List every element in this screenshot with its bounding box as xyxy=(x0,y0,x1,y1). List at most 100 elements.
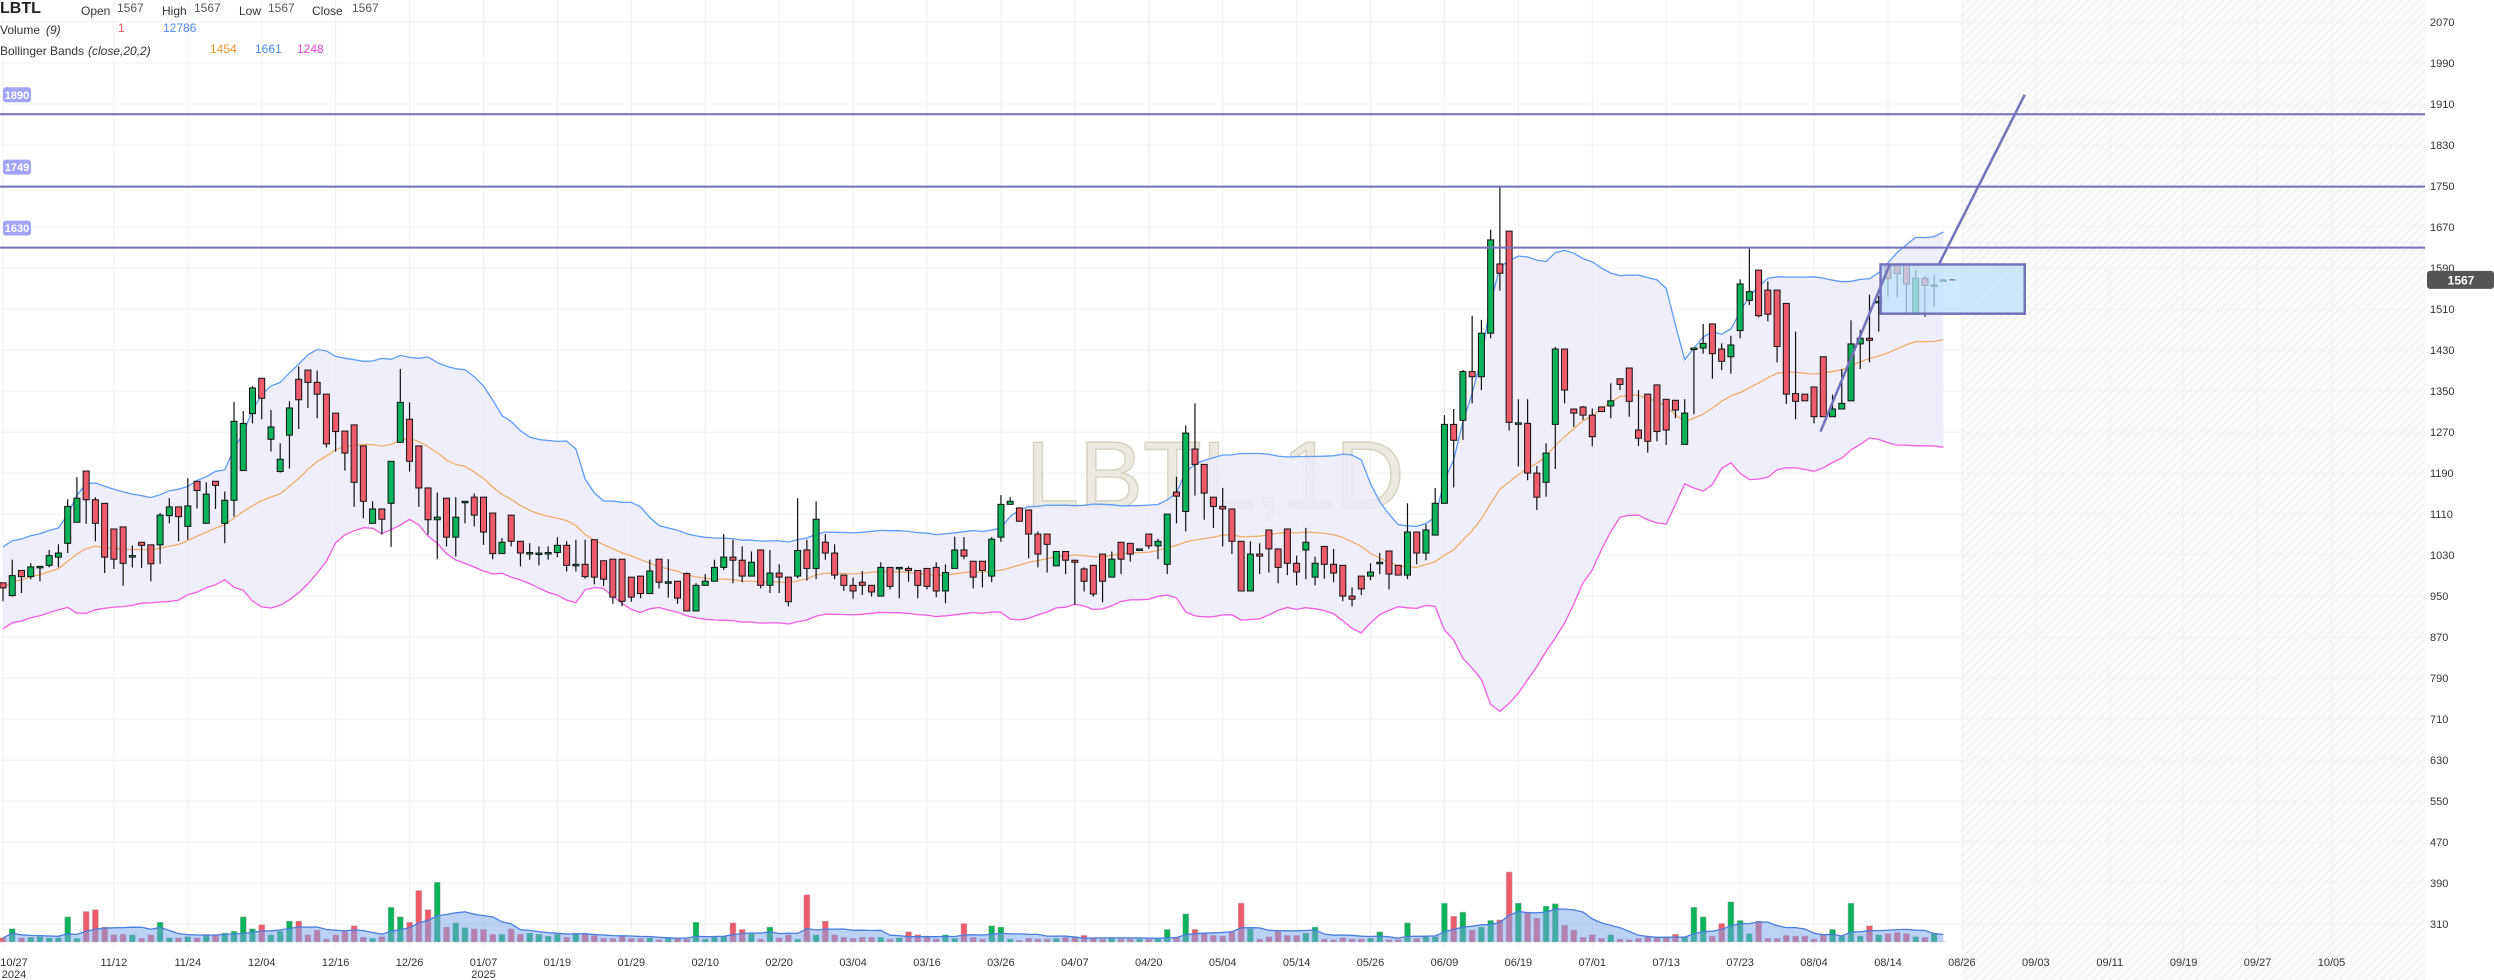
candle[interactable] xyxy=(1662,398,1670,445)
candle[interactable] xyxy=(1745,248,1753,305)
candle[interactable] xyxy=(452,497,460,557)
candle[interactable] xyxy=(1403,503,1411,580)
candle[interactable] xyxy=(1089,564,1097,597)
candle[interactable] xyxy=(1607,383,1615,419)
candle[interactable] xyxy=(313,370,321,419)
candle[interactable] xyxy=(978,560,986,588)
candle[interactable] xyxy=(27,563,35,580)
candle[interactable] xyxy=(156,513,164,564)
candle[interactable] xyxy=(821,534,829,560)
candle[interactable] xyxy=(1487,229,1495,339)
candle[interactable] xyxy=(701,574,709,586)
candle[interactable] xyxy=(248,385,256,424)
candle[interactable] xyxy=(1440,415,1448,504)
candle[interactable] xyxy=(1080,567,1088,592)
candle[interactable] xyxy=(147,544,155,582)
trend-line[interactable] xyxy=(1819,263,1891,433)
candle[interactable] xyxy=(553,537,561,558)
candle[interactable] xyxy=(304,369,312,408)
candle[interactable] xyxy=(507,514,515,547)
candle[interactable] xyxy=(82,470,90,524)
candle[interactable] xyxy=(101,502,109,574)
candle[interactable] xyxy=(0,582,7,602)
candle[interactable] xyxy=(895,566,903,599)
candle[interactable] xyxy=(1422,524,1430,561)
candle[interactable] xyxy=(1182,425,1190,532)
candle[interactable] xyxy=(1108,551,1116,578)
candle[interactable] xyxy=(1644,393,1652,453)
candle[interactable] xyxy=(1339,564,1347,602)
candle[interactable] xyxy=(646,559,654,595)
candle[interactable] xyxy=(1551,346,1559,469)
candle[interactable] xyxy=(766,549,774,594)
candle[interactable] xyxy=(276,443,284,473)
candle[interactable] xyxy=(609,558,617,604)
candle[interactable] xyxy=(184,478,192,540)
candle[interactable] xyxy=(1219,487,1227,547)
candle[interactable] xyxy=(1579,405,1587,420)
candle[interactable] xyxy=(1117,541,1125,575)
candle[interactable] xyxy=(1524,399,1532,481)
candle[interactable] xyxy=(1865,294,1873,363)
candle[interactable] xyxy=(563,541,571,572)
candle[interactable] xyxy=(1570,408,1578,427)
drawings[interactable]: 1890 1749 1630 xyxy=(0,87,2425,433)
candle[interactable] xyxy=(1588,408,1596,447)
candle[interactable] xyxy=(175,506,183,542)
candle[interactable] xyxy=(1191,403,1199,496)
candle[interactable] xyxy=(1025,509,1033,559)
candle[interactable] xyxy=(877,562,885,597)
candle[interactable] xyxy=(498,538,506,555)
candle[interactable] xyxy=(775,564,783,594)
candle[interactable] xyxy=(1145,533,1153,549)
candle[interactable] xyxy=(1671,399,1679,419)
candle[interactable] xyxy=(526,543,534,560)
candle[interactable] xyxy=(489,512,497,560)
candle[interactable] xyxy=(1496,186,1504,291)
candle[interactable] xyxy=(212,480,220,509)
candle[interactable] xyxy=(674,580,682,604)
candle[interactable] xyxy=(1006,497,1014,505)
candle[interactable] xyxy=(443,497,451,547)
candle[interactable] xyxy=(1237,540,1245,592)
candle[interactable] xyxy=(1690,347,1698,415)
candle[interactable] xyxy=(951,536,959,569)
candle[interactable] xyxy=(1209,496,1217,528)
candle[interactable] xyxy=(516,540,524,567)
candle[interactable] xyxy=(1764,281,1772,322)
candle[interactable] xyxy=(1468,315,1476,404)
candle[interactable] xyxy=(831,544,839,580)
candle[interactable] xyxy=(406,402,414,472)
candle[interactable] xyxy=(803,539,811,581)
candle[interactable] xyxy=(1256,543,1264,575)
candle[interactable] xyxy=(738,546,746,583)
candle[interactable] xyxy=(960,537,968,560)
candle[interactable] xyxy=(1625,367,1633,417)
candle[interactable] xyxy=(1163,513,1171,575)
projection-line[interactable] xyxy=(1937,94,2026,266)
candle[interactable] xyxy=(267,410,275,452)
candle[interactable] xyxy=(54,544,62,568)
candle[interactable] xyxy=(17,569,25,594)
candle[interactable] xyxy=(1431,487,1439,536)
candle[interactable] xyxy=(664,559,672,598)
candle[interactable] xyxy=(757,549,765,589)
candle[interactable] xyxy=(1034,531,1042,568)
candle[interactable] xyxy=(1616,378,1624,391)
candle[interactable] xyxy=(470,493,478,527)
candle[interactable] xyxy=(590,539,598,585)
candle[interactable] xyxy=(1699,323,1707,354)
candle[interactable] xyxy=(1514,399,1522,467)
candle[interactable] xyxy=(36,565,44,582)
candle[interactable] xyxy=(1792,331,1800,420)
candle[interactable] xyxy=(479,496,487,545)
candle[interactable] xyxy=(1302,527,1310,580)
candle[interactable] xyxy=(239,411,247,472)
candle[interactable] xyxy=(1385,550,1393,590)
candle[interactable] xyxy=(119,526,127,586)
candle[interactable] xyxy=(1126,542,1134,562)
candle[interactable] xyxy=(858,570,866,596)
candle[interactable] xyxy=(415,445,423,507)
candle[interactable] xyxy=(1228,508,1236,555)
